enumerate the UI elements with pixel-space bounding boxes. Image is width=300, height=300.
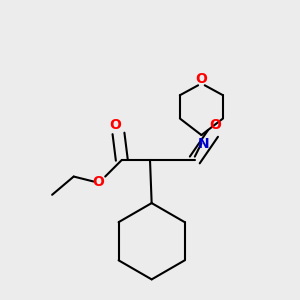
Text: N: N [197, 137, 209, 151]
Text: O: O [196, 72, 207, 86]
Text: O: O [109, 118, 121, 132]
Text: O: O [209, 118, 220, 132]
Text: O: O [92, 175, 104, 188]
